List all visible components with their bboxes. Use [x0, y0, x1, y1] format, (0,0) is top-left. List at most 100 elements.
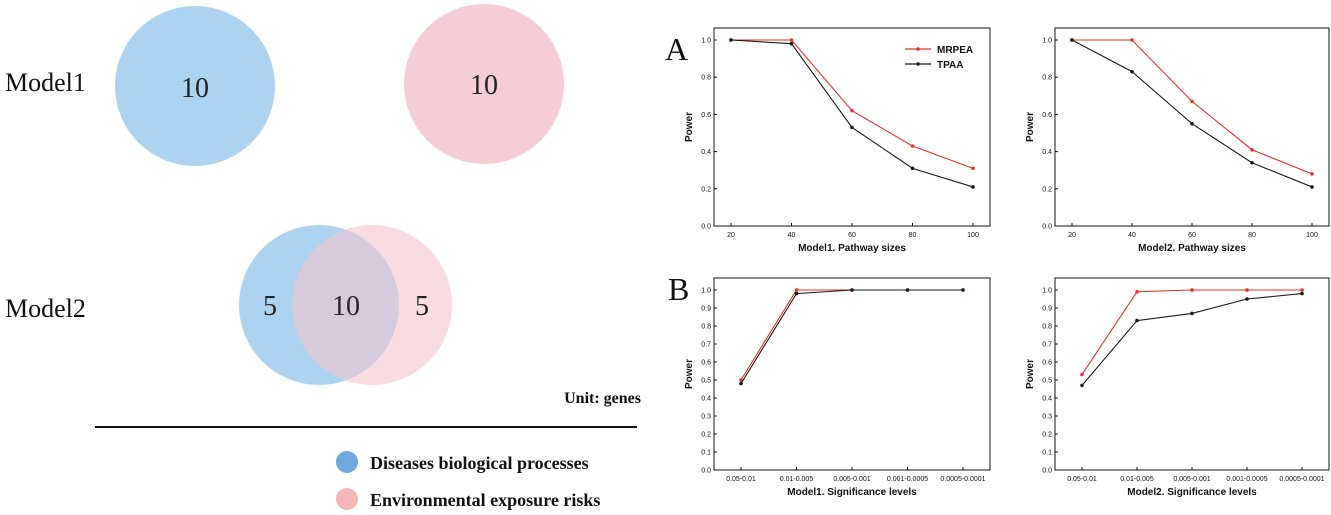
y-tick-label: 0.2 [701, 186, 711, 193]
data-point-tpaa [729, 38, 733, 42]
x-tick-label: 0.001-0.0005 [887, 476, 928, 483]
data-point-tpaa [794, 291, 799, 296]
series-line-tpaa [740, 289, 963, 384]
model2-diseases-only-count: 5 [263, 291, 277, 322]
model1-label: Model1 [5, 68, 86, 97]
model2-label: Model2 [5, 294, 86, 323]
x-tick-label: 0.01-0.005 [1120, 476, 1154, 483]
x-tick-label: 80 [909, 232, 917, 239]
chart-model2-significance-levels: 0.0 0.1 0.2 0.3 0.4 0.5 0.6 0.7 0.8 0.9 1.0 0.05-0.… [1025, 277, 1330, 498]
chart-model1-significance-levels: 0.0 0.1 0.2 0.3 0.4 0.5 0.6 0.7 0.8 0.9 1.0 0.05-0.… [684, 277, 991, 498]
y-tick-label: 0.5 [1042, 378, 1052, 385]
data-point-tpaa [1190, 121, 1194, 126]
chart-model2-pathway-sizes: 0.0 0.2 0.4 0.6 0.8 1.0 20 40 60 80 100 Model2. Pat… [1025, 27, 1330, 254]
y-tick-label: 0.0 [1042, 468, 1052, 475]
x-tick-label: 0.001-0.0005 [1226, 476, 1267, 483]
x-tick-label: 0.0005-0.0001 [940, 476, 985, 483]
y-tick-label: 0.2 [1042, 432, 1052, 439]
data-point-mrpea [910, 144, 915, 148]
data-point-mrpea [850, 108, 854, 113]
x-tick-label: 60 [848, 232, 856, 239]
data-point-mrpea [1130, 38, 1134, 42]
y-tick-label: 1.0 [1042, 288, 1052, 295]
data-point-tpaa [1310, 185, 1314, 189]
y-tick-label: 1.0 [1042, 38, 1052, 45]
data-point-mrpea [1135, 290, 1139, 294]
data-point-mrpea [789, 38, 794, 42]
x-tick-label: 0.005-0.001 [833, 476, 870, 483]
x-tick-label: 0.05-0.01 [726, 476, 756, 483]
series-line-mrpea [1081, 289, 1302, 375]
panel-label-b: B [668, 271, 689, 307]
unit-label: Unit: genes [564, 390, 641, 407]
x-axis-label: Model2. Significance levels [1127, 487, 1257, 498]
data-point-tpaa [1130, 69, 1134, 74]
legend-diseases-label: Diseases biological processes [370, 453, 589, 473]
x-axis-label: Model2. Pathway sizes [1138, 243, 1246, 254]
data-point-tpaa [1080, 383, 1084, 388]
data-point-mrpea [1245, 288, 1249, 292]
data-point-mrpea [1250, 147, 1254, 152]
model1-environment-circle [404, 4, 564, 164]
data-point-tpaa [961, 288, 965, 292]
x-tick-label: 60 [1188, 232, 1196, 239]
data-point-tpaa [910, 166, 915, 171]
legend-diseases-swatch [336, 451, 358, 473]
legend-mrpea-marker [916, 47, 920, 51]
y-axis-label: Power [1025, 112, 1036, 142]
panel-label-a: A [665, 31, 688, 67]
plot-frame [713, 277, 991, 471]
x-tick-label: 0.05-0.01 [1067, 476, 1097, 483]
y-tick-label: 0.3 [701, 414, 711, 421]
series-line-tpaa [1081, 293, 1303, 386]
x-tick-label: 0.0005-0.0001 [1279, 476, 1324, 483]
y-tick-label: 0.7 [701, 342, 711, 349]
data-point-mrpea [739, 378, 743, 382]
data-point-tpaa [1250, 160, 1254, 165]
data-point-tpaa [1300, 291, 1304, 296]
series-line-mrpea [1072, 39, 1313, 175]
plot-frame [1054, 277, 1330, 471]
y-tick-label: 0.8 [701, 75, 711, 82]
y-axis-label: Power [1025, 359, 1036, 389]
data-point-tpaa [1245, 297, 1249, 301]
y-tick-label: 0.8 [1042, 324, 1052, 331]
x-tick-label: 100 [1306, 232, 1318, 239]
y-tick-label: 0.7 [1042, 342, 1052, 349]
data-point-tpaa [1190, 311, 1194, 316]
model2-environment-only-count: 5 [415, 291, 429, 322]
y-tick-label: 0.6 [1042, 360, 1052, 367]
y-tick-label: 0.4 [701, 149, 711, 156]
x-tick-label: 0.005-0.001 [1173, 476, 1210, 483]
data-point-tpaa [739, 381, 743, 386]
y-tick-label: 0.6 [701, 112, 711, 119]
data-point-mrpea [1300, 288, 1304, 292]
data-point-tpaa [850, 125, 854, 130]
data-point-tpaa [905, 288, 910, 292]
legend-tpaa-label: TPAA [937, 60, 963, 71]
y-tick-label: 0.4 [1042, 396, 1052, 403]
data-point-tpaa [850, 288, 854, 292]
legend-tpaa-marker [916, 62, 920, 66]
y-tick-label: 0.4 [1042, 149, 1052, 156]
y-tick-label: 0.0 [701, 468, 711, 475]
y-tick-label: 0.3 [1042, 414, 1052, 421]
x-tick-label: 40 [1128, 232, 1136, 239]
series-line-tpaa [1071, 39, 1313, 188]
y-axis-label: Power [684, 112, 695, 142]
y-tick-label: 0.2 [701, 432, 711, 439]
chart-model1-pathway-sizes: 0.0 0.2 0.4 0.6 0.8 1.0 20 40 60 80 100 Model1. Pat… [684, 27, 991, 254]
y-axis-label: Power [684, 359, 695, 389]
model1-diseases-count: 10 [181, 73, 209, 104]
y-tick-label: 0.9 [1042, 306, 1052, 313]
y-tick-label: 0.2 [1042, 186, 1052, 193]
y-tick-label: 0.0 [1042, 224, 1052, 231]
x-tick-label: 40 [788, 232, 796, 239]
data-point-tpaa [971, 185, 975, 189]
y-tick-label: 0.4 [701, 396, 711, 403]
y-tick-label: 0.5 [701, 378, 711, 385]
venn-section: Model1 Model2 10 10 5 10 5 Unit: genes D… [5, 4, 641, 510]
legend-environment-label: Environmental exposure risks [370, 490, 600, 510]
model2-environment-circle [292, 225, 452, 385]
y-tick-label: 0.6 [701, 360, 711, 367]
